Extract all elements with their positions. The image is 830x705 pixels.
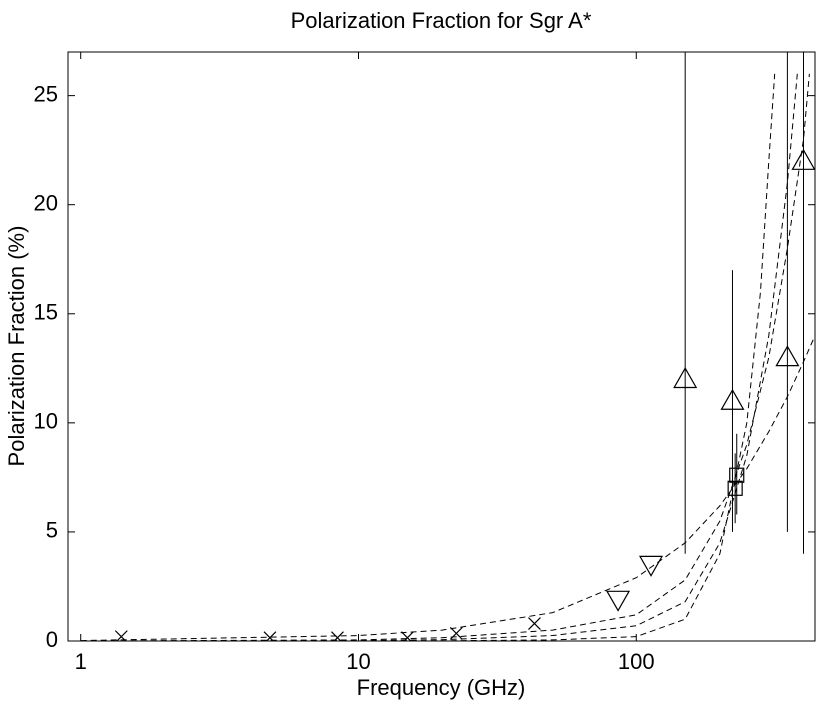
cross-marker xyxy=(331,631,344,641)
triangle-down-marker xyxy=(638,555,664,577)
y-tick-label: 5 xyxy=(46,518,58,543)
cross-marker xyxy=(449,626,463,640)
cross-marker xyxy=(263,631,277,641)
chart-title: Polarization Fraction for Sgr A* xyxy=(291,8,592,33)
y-tick-label: 15 xyxy=(34,300,58,325)
y-axis-label: Polarization Fraction (%) xyxy=(4,226,29,467)
x-tick-label: 10 xyxy=(346,649,370,674)
plot-area xyxy=(80,52,815,641)
model-curve xyxy=(80,73,810,641)
cross-marker xyxy=(400,631,414,641)
model-curve xyxy=(80,73,798,641)
model-curve xyxy=(80,73,776,641)
x-axis-label: Frequency (GHz) xyxy=(357,675,526,700)
triangle-up-marker xyxy=(791,148,815,170)
triangle-up-marker xyxy=(720,388,745,410)
y-tick-label: 25 xyxy=(34,81,58,106)
triangle-up-marker xyxy=(673,367,698,389)
y-tick-label: 10 xyxy=(34,409,58,434)
x-tick-label: 1 xyxy=(75,649,87,674)
triangle-up-marker xyxy=(775,345,800,367)
y-tick-label: 0 xyxy=(46,627,58,652)
cross-marker xyxy=(528,617,541,630)
y-tick-label: 20 xyxy=(34,191,58,216)
x-tick-label: 100 xyxy=(618,649,655,674)
triangle-down-marker xyxy=(606,590,631,612)
model-curve xyxy=(80,335,815,641)
plot-frame xyxy=(67,51,816,642)
